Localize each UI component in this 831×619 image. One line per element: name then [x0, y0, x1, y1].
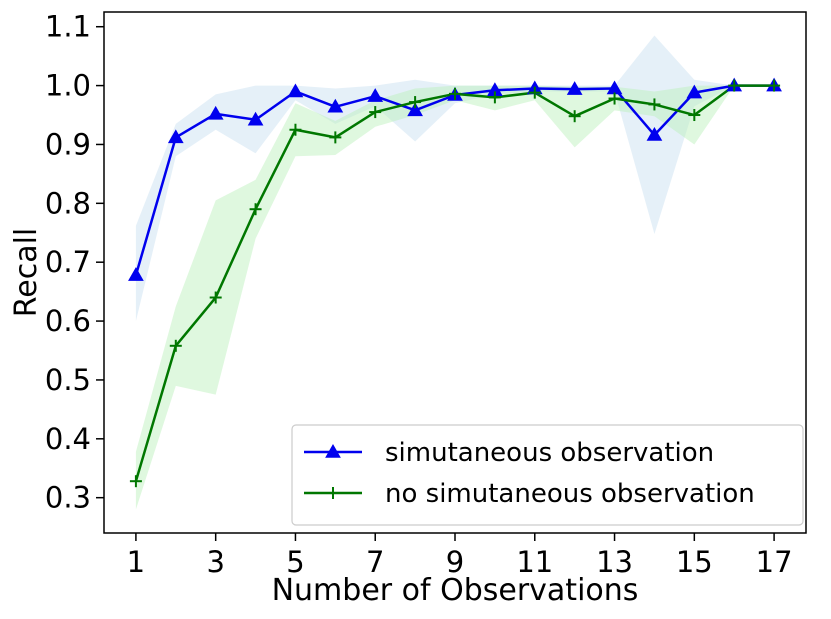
legend-label-simutaneous: simutaneous observation — [385, 438, 714, 468]
data-point-s0-6 — [327, 98, 344, 113]
x-tick-label-7: 7 — [366, 545, 384, 579]
data-point-s1-16 — [728, 79, 741, 92]
x-tick-label-11: 11 — [516, 545, 553, 579]
y-tick-label-0.6: 0.6 — [45, 304, 91, 338]
legend-box — [291, 424, 804, 526]
data-point-s1-11 — [528, 86, 541, 99]
x-tick-label-13: 13 — [596, 545, 633, 579]
data-point-s0-1 — [128, 267, 144, 281]
legend-marker-shape-1 — [327, 487, 339, 499]
data-point-s1-1 — [129, 475, 142, 488]
data-point-s1-12 — [568, 110, 581, 123]
data-point-s0-7 — [367, 88, 384, 102]
data-point-s1-10 — [488, 91, 501, 104]
x-tick-label-9: 9 — [446, 545, 464, 579]
y-axis-title: Recall — [9, 228, 44, 318]
data-point-s1-6 — [329, 131, 342, 144]
data-point-s0-15 — [686, 84, 703, 99]
y-tick-label-1.1: 1.1 — [45, 10, 91, 44]
data-point-s1-4 — [249, 203, 262, 216]
x-axis-ticks: 1 3 5 7 9 11 13 15 17 — [127, 533, 793, 579]
data-point-s1-5 — [289, 123, 302, 136]
y-tick-label-0.7: 0.7 — [45, 245, 91, 279]
data-point-s0-2 — [167, 129, 184, 144]
x-tick-label-1: 1 — [127, 545, 145, 579]
data-point-s0-5 — [287, 83, 304, 98]
data-point-s0-4 — [247, 111, 264, 126]
y-tick-label-1: 1.0 — [45, 69, 91, 103]
data-point-s1-14 — [648, 98, 661, 111]
y-tick-label-0.3: 0.3 — [45, 481, 91, 515]
data-point-s1-8 — [409, 96, 422, 109]
data-point-s0-3 — [207, 105, 224, 120]
y-tick-label-0.5: 0.5 — [45, 363, 91, 397]
data-point-s1-3 — [209, 291, 222, 304]
data-point-s0-12 — [566, 81, 583, 95]
legend-swatch-no-simutaneous-marker — [327, 487, 339, 499]
data-point-s1-13 — [608, 92, 621, 105]
data-point-s1-9 — [449, 87, 461, 100]
data-point-s0-14 — [646, 127, 663, 141]
x-tick-label-15: 15 — [676, 545, 713, 579]
y-tick-label-0.4: 0.4 — [45, 422, 91, 456]
x-tick-label-5: 5 — [286, 545, 304, 579]
data-point-s1-15 — [688, 109, 701, 122]
y-tick-label-0.9: 0.9 — [45, 127, 91, 161]
y-axis-ticks: 0.3 0.4 0.5 0.6 0.7 0.8 0.9 1.0 1.1 — [45, 10, 104, 515]
chart-legend: simutaneous observation no simutaneous o… — [291, 424, 804, 526]
x-tick-label-3: 3 — [206, 545, 224, 579]
y-tick-label-0.8: 0.8 — [45, 186, 91, 220]
data-point-s0-8 — [407, 102, 423, 117]
data-point-s1-7 — [369, 106, 382, 119]
x-tick-label-17: 17 — [756, 545, 793, 579]
series-markers — [128, 77, 782, 488]
data-point-s1-2 — [169, 339, 182, 352]
x-axis-title: Number of Observations — [272, 573, 639, 608]
data-point-s1-17 — [768, 79, 781, 92]
legend-marker-shape-0 — [325, 443, 341, 458]
legend-label-no-simutaneous: no simutaneous observation — [385, 479, 755, 509]
legend-swatch-simutaneous-marker — [325, 443, 341, 458]
